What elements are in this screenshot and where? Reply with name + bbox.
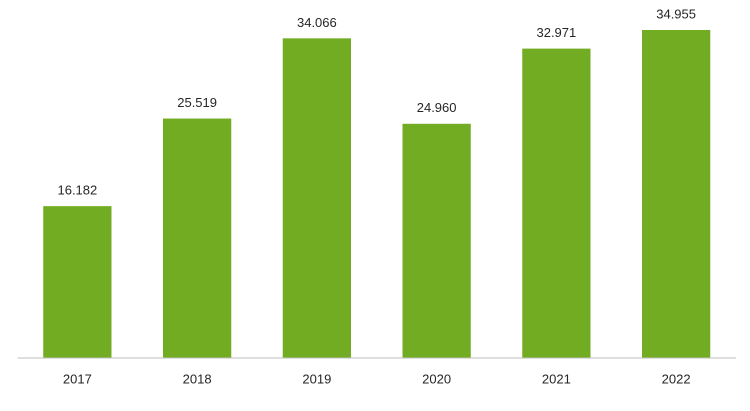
bar — [282, 38, 352, 359]
value-label: 34.066 — [297, 15, 337, 30]
x-tick-label: 2017 — [63, 371, 92, 386]
value-label: 25.519 — [177, 95, 217, 110]
value-label: 32.971 — [536, 25, 576, 40]
value-label: 24.960 — [417, 100, 457, 115]
x-tick-label: 2019 — [302, 371, 331, 386]
x-tick-label: 2021 — [542, 371, 571, 386]
x-tick-label: 2018 — [183, 371, 212, 386]
x-tick-label: 2020 — [422, 371, 451, 386]
bar — [162, 118, 232, 359]
bar — [641, 30, 711, 358]
x-tick-label: 2022 — [662, 371, 691, 386]
bar — [522, 48, 591, 358]
value-label: 34.955 — [656, 6, 696, 21]
value-label: 16.182 — [57, 183, 97, 198]
bar — [402, 123, 471, 358]
bar — [43, 206, 112, 358]
